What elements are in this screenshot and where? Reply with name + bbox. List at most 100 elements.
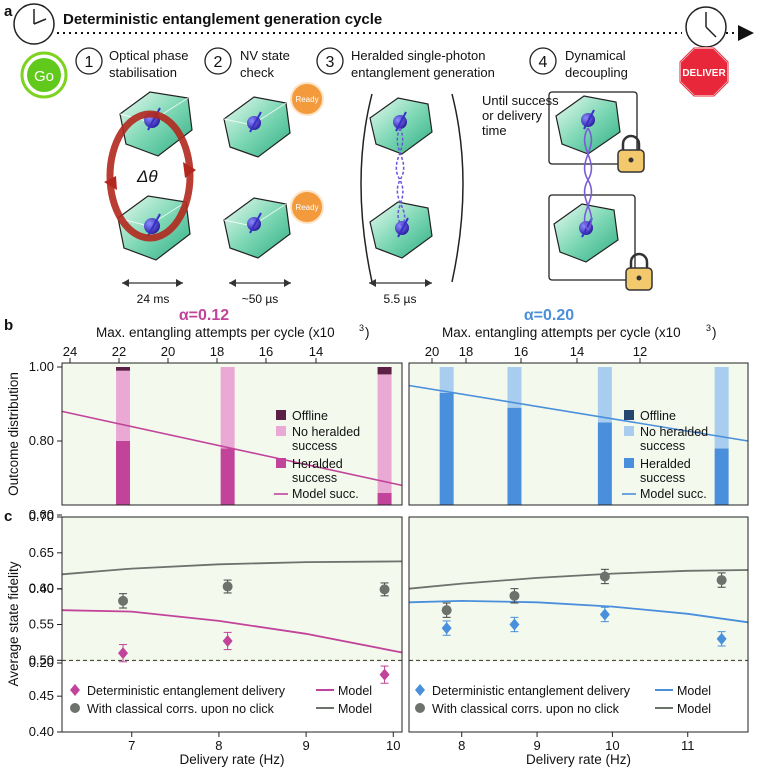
duration-3: 5.5 µs: [369, 279, 432, 306]
c-y-tick-label-0: 0.70: [29, 509, 54, 524]
top-axis-close-L: ): [365, 325, 370, 340]
entanglement-helix-icon: [583, 127, 593, 231]
c-y-tick-label-1: 0.65: [29, 545, 54, 560]
duration-3-label: 5.5 µs: [384, 292, 417, 306]
legend-her-1-R: Heralded: [640, 457, 691, 471]
det-point-R-2: [599, 608, 610, 621]
padlock-bottom-icon: [625, 252, 653, 291]
bar-heralded-R-3: [714, 448, 729, 505]
legend-noher-1-R: No heralded: [640, 425, 708, 439]
panel-b-letter: b: [4, 317, 13, 334]
panel-c-R-frame: [408, 516, 749, 733]
c-y-tick-label-5: 0.45: [29, 688, 54, 703]
step-3-number: 3: [326, 54, 335, 71]
panel-c-R-background: [409, 517, 748, 662]
x-tick-label-R-0: 8: [458, 738, 465, 753]
det-point-R-1: [509, 618, 520, 631]
top-axis-sup-L: 3: [359, 323, 364, 333]
ready-bottom-label: Ready: [295, 203, 318, 212]
legend-det-L: Deterministic entanglement delivery: [87, 684, 286, 698]
bar-no-heralded-R-2: [597, 367, 612, 423]
charts-layer: 24 22 20 18 16 14 Max. entangling attempts per…: [6, 307, 749, 767]
top-axis-label-L: Max. entangling attempts per cycle (x10: [96, 325, 335, 340]
legend-det-marker-L: [70, 684, 80, 696]
model-classical-curve-L: [61, 560, 403, 576]
legend-offline-L: Offline: [292, 409, 328, 423]
panel-c-L-background: [62, 517, 402, 662]
top-axis-sup-R: 3: [706, 323, 711, 333]
deliver-label: DELIVER: [682, 68, 726, 79]
model-det-curve-R: [408, 599, 749, 624]
go-icon: Go: [20, 51, 68, 99]
step-4-diamond-top-icon: [555, 95, 621, 155]
bar-heralded-L-2: [377, 492, 392, 505]
legend-her-2-L: success: [292, 471, 337, 485]
classical-point-R-1: [509, 590, 520, 601]
panel-b-R-background: [409, 363, 748, 505]
step-4-box-top: [548, 91, 638, 165]
right-paren: [451, 93, 464, 283]
cycle-title: Deterministic entanglement generation cy…: [63, 11, 382, 28]
step-4-line2: decoupling: [565, 65, 628, 80]
x-tick-label-L-0: 7: [128, 738, 135, 753]
classical-point-R-0: [441, 605, 452, 616]
step-1-number: 1: [85, 54, 94, 71]
x-tick-label-L-3: 10: [386, 738, 400, 753]
det-point-R-0: [441, 622, 452, 635]
legend-model-det-L: Model: [338, 684, 372, 698]
end-clock-icon: [685, 6, 727, 48]
top-tick-label-L-3: 18: [210, 344, 224, 359]
c-y-tick-label-2: 0.60: [29, 581, 54, 596]
bar-heralded-R-0: [439, 392, 454, 505]
until-line2: or delivery: [482, 108, 542, 123]
b-y-axis-label: Outcome distribution: [6, 372, 21, 496]
legend-model-cls-L: Model: [338, 702, 372, 716]
b-y-tick-label-2: 0.60: [29, 507, 54, 522]
bar-no-heralded-R-1: [507, 367, 522, 408]
legend-noher-swatch-L: [276, 426, 286, 436]
top-axis-label-R: Max. entangling attempts per cycle (x10: [442, 325, 681, 340]
step-4: 4 Dynamical decoupling: [529, 47, 628, 80]
legend-cls-L: With classical corrs. upon no click: [87, 702, 275, 716]
legend-model-L: Model succ.: [292, 487, 359, 501]
padlock-top-icon: [617, 134, 645, 173]
legend-cls-R: With classical corrs. upon no click: [432, 702, 620, 716]
alpha-title-R: α=0.20: [524, 307, 574, 324]
start-clock-icon: [13, 3, 55, 45]
alpha-title-L: α=0.12: [179, 307, 229, 324]
bar-offline-L-0: [116, 367, 131, 371]
duration-2-label: ~50 µs: [242, 292, 279, 306]
delta-theta-label: Δθ: [136, 167, 158, 186]
bar-heralded-R-1: [507, 407, 522, 505]
top-tick-label-R-1: 18: [459, 344, 473, 359]
top-tick-label-R-3: 14: [570, 344, 584, 359]
step-3-line1: Heralded single-photon: [351, 48, 485, 63]
c-y-axis-label: Average state fidelity: [6, 561, 21, 686]
ready-top-label: Ready: [295, 95, 318, 104]
x-axis-label-L: Delivery rate (Hz): [179, 752, 284, 767]
duration-2: ~50 µs: [229, 279, 291, 306]
top-tick-label-R-4: 12: [633, 344, 647, 359]
step-1-line2: stabilisation: [109, 65, 177, 80]
legend-model-R: Model succ.: [640, 487, 707, 501]
det-point-L-0: [118, 647, 129, 660]
panel-c-letter: c: [4, 508, 12, 525]
bar-no-heralded-R-0: [439, 367, 454, 393]
legend-her-2-R: success: [640, 471, 685, 485]
until-line3: time: [482, 123, 507, 138]
until-line1: Until success: [482, 93, 559, 108]
bar-heralded-L-1: [220, 448, 235, 505]
legend-cls-marker-L: [70, 703, 80, 713]
model-succ-line-R: [408, 384, 749, 442]
top-tick-label-L-1: 22: [112, 344, 126, 359]
model-succ-line-L: [61, 410, 403, 487]
ready-badge-top-icon: Ready: [290, 82, 324, 116]
bar-no-heralded-L-2: [377, 374, 392, 493]
c-y-tick-label-4: 0.50: [29, 652, 54, 667]
bar-no-heralded-L-1: [220, 367, 235, 449]
step-3: 3 Heralded single-photon entanglement ge…: [316, 47, 495, 80]
panel-b-L-frame: [61, 362, 403, 506]
x-tick-label-R-3: 11: [681, 738, 695, 753]
model-classical-curve-R: [408, 569, 749, 590]
phase-loop-icon: [104, 110, 196, 242]
